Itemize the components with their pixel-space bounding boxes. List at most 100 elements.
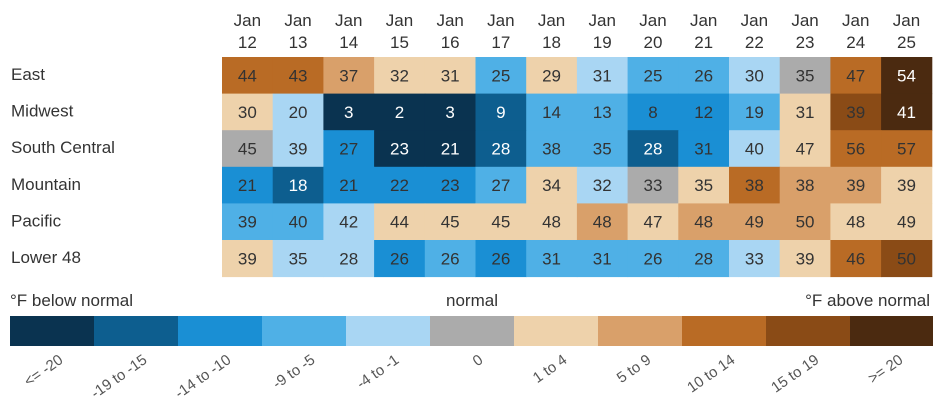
heatmap-cell xyxy=(779,240,831,278)
column-header-day: 13 xyxy=(289,33,308,52)
heatmap-cell-value: 27 xyxy=(339,140,358,159)
heatmap-cell xyxy=(678,93,730,131)
heatmap-cell xyxy=(576,93,629,131)
heatmap-cell-value: 28 xyxy=(694,249,713,268)
heatmap-cell xyxy=(374,57,426,95)
heatmap-cell xyxy=(779,203,831,241)
heatmap-cell xyxy=(881,130,933,168)
heatmap-cell-value: 35 xyxy=(694,176,713,195)
heatmap-cell-value: 48 xyxy=(542,213,561,232)
heatmap-cell-value: 29 xyxy=(542,66,561,85)
row-label: Mountain xyxy=(11,175,81,194)
heatmap-cell-value: 35 xyxy=(289,249,308,268)
heatmap-cell-value: 41 xyxy=(897,103,916,122)
heatmap-cell xyxy=(830,166,882,204)
heatmap-cell xyxy=(374,166,426,204)
heatmap-cell xyxy=(627,57,679,95)
heatmap-cell xyxy=(830,93,882,131)
column-header-month: Jan xyxy=(386,11,413,30)
column-header-day: 14 xyxy=(339,33,358,52)
legend-swatch xyxy=(10,316,95,346)
column-header-day: 15 xyxy=(390,33,409,52)
column-header-day: 21 xyxy=(694,33,713,52)
heatmap-cell xyxy=(881,57,933,95)
heatmap-cell xyxy=(779,57,831,95)
heatmap-cell xyxy=(526,130,578,168)
legend-swatch xyxy=(598,316,683,346)
row-label: Pacific xyxy=(11,211,62,230)
column-header-day: 20 xyxy=(643,33,662,52)
heatmap-cell xyxy=(830,203,882,241)
heatmap-cell-value: 54 xyxy=(897,66,916,85)
legend-tick-label: -14 to -10 xyxy=(172,351,234,402)
heatmap-cell-value: 46 xyxy=(846,249,865,268)
heatmap-cell xyxy=(424,93,476,131)
heatmap-cell xyxy=(678,203,730,241)
heatmap-cell-value: 56 xyxy=(846,140,865,159)
heatmap-cell-value: 39 xyxy=(238,249,257,268)
legend-tick-label: -9 to -5 xyxy=(270,351,319,392)
heatmap-cell-value: 39 xyxy=(238,213,257,232)
heatmap-cell xyxy=(475,203,527,241)
heatmap-cell xyxy=(576,203,629,241)
legend-swatch xyxy=(766,316,851,346)
legend-tick-label: 0 xyxy=(470,351,487,370)
column-header-month: Jan xyxy=(639,11,666,30)
heatmap-cell xyxy=(272,93,324,131)
column-header-day: 24 xyxy=(846,33,865,52)
row-label: South Central xyxy=(11,138,115,157)
column-headers: Jan 12 Jan 13 Jan 14 Jan 15 Jan 16 Jan 17 Jan 18 Jan 19… xyxy=(234,11,921,52)
legend-tick-label: >= 20 xyxy=(865,351,906,387)
heatmap-cell-value: 21 xyxy=(339,176,358,195)
heatmap-cell-value: 40 xyxy=(289,213,308,232)
legend-tick-labels: <= -20 -19 to -15 -14 to -10 -9 to -5 -4 to … xyxy=(21,351,906,402)
heatmap-cell xyxy=(475,57,527,95)
heatmap-cell-value: 12 xyxy=(694,103,713,122)
heatmap-cell-value: 57 xyxy=(897,140,916,159)
legend-swatch xyxy=(514,316,599,346)
heatmap-cell xyxy=(526,57,578,95)
heatmap-cell xyxy=(222,240,274,278)
heatmap-cell-value: 31 xyxy=(796,103,815,122)
heatmap-cell xyxy=(222,130,274,168)
legend-tick-label: <= -20 xyxy=(21,351,66,390)
row-label: Lower 48 xyxy=(11,248,81,267)
heatmap-cell-value: 28 xyxy=(339,249,358,268)
heatmap-cell-value: 21 xyxy=(238,176,257,195)
heatmap-cell-value: 3 xyxy=(445,103,454,122)
heatmap-cell-value: 48 xyxy=(694,213,713,232)
legend-swatch xyxy=(346,316,431,346)
heatmap-cell-value: 38 xyxy=(796,176,815,195)
column-header-day: 16 xyxy=(441,33,460,52)
heatmap-cell xyxy=(881,166,933,204)
heatmap-cell xyxy=(323,93,375,131)
heatmap-cell xyxy=(272,203,324,241)
heatmap-cell-value: 25 xyxy=(643,66,662,85)
heatmap-cell-value: 30 xyxy=(745,66,764,85)
legend-below-normal-label: °F below normal xyxy=(10,291,133,310)
heatmap-cell-value: 26 xyxy=(491,249,510,268)
legend-swatch xyxy=(682,316,767,346)
heatmap-cell xyxy=(526,166,578,204)
heatmap-cell xyxy=(475,93,527,131)
column-header-month: Jan xyxy=(538,11,565,30)
heatmap-cell-value: 38 xyxy=(745,176,764,195)
legend-swatch xyxy=(178,316,263,346)
heatmap-cell xyxy=(627,130,679,168)
heatmap-cell-value: 26 xyxy=(694,66,713,85)
legend-tick-label: 10 to 14 xyxy=(684,351,738,396)
heatmap-cell-value: 50 xyxy=(796,213,815,232)
heatmap-cell-value: 39 xyxy=(796,249,815,268)
heatmap-cell xyxy=(576,130,629,168)
heatmap-cell-value: 26 xyxy=(441,249,460,268)
heatmap-cell-value: 8 xyxy=(648,103,657,122)
heatmap-cell-value: 47 xyxy=(796,140,815,159)
row-labels: East Midwest South Central Mountain Pacific L… xyxy=(11,65,115,267)
heatmap-cell xyxy=(627,240,679,278)
heatmap-cell-value: 39 xyxy=(846,103,865,122)
heatmap-cell xyxy=(272,57,324,95)
heatmap-cell xyxy=(222,166,274,204)
heatmap-cell xyxy=(374,93,426,131)
heatmap-cell xyxy=(678,240,730,278)
